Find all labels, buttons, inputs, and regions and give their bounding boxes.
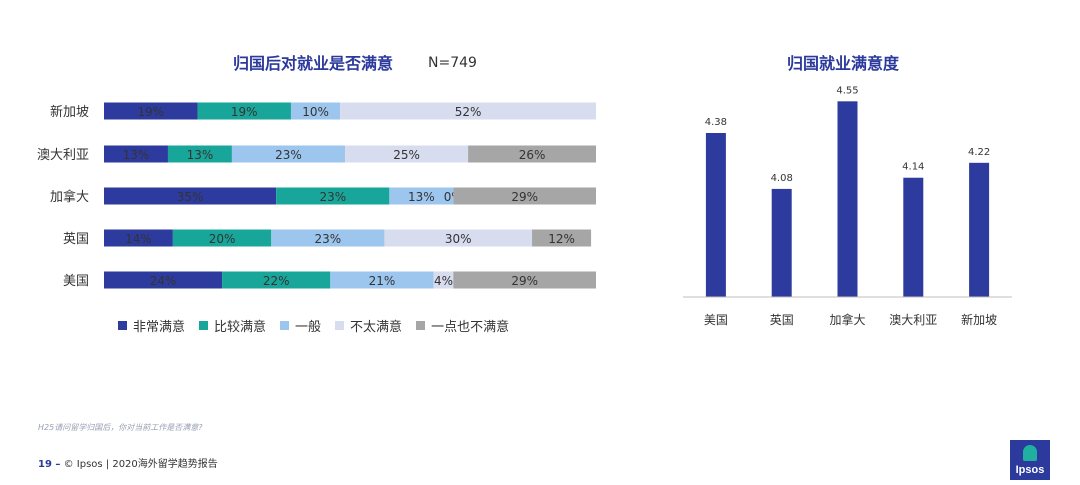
category-label: 澳大利亚	[37, 147, 89, 163]
category-label: 加拿大	[50, 189, 89, 205]
bar-segment-label: 24%	[150, 274, 177, 288]
legend-label: 一点也不满意	[431, 320, 510, 335]
bar-segment-label: 29%	[511, 274, 538, 288]
bar	[903, 177, 924, 297]
bar-segment-label: 23%	[315, 232, 342, 246]
category-label: 美国	[704, 313, 728, 327]
category-label: 澳大利亚	[889, 313, 937, 327]
bar-value-label: 4.14	[902, 162, 924, 173]
bar-segment-label: 12%	[548, 232, 575, 246]
bar-segment-label: 22%	[263, 274, 290, 288]
bar-segment	[345, 145, 469, 163]
legend-swatch	[416, 321, 426, 330]
bar-segment-label: 25%	[393, 148, 420, 162]
bar-segment	[340, 102, 596, 120]
bar-segment	[104, 102, 198, 120]
bar-segment-label: 23%	[275, 148, 302, 162]
bar-segment-label: 35%	[177, 190, 204, 204]
category-label: 英国	[770, 313, 794, 327]
legend-item: 一点也不满意	[416, 316, 509, 335]
left-chart-title: 归国后对就业是否满意	[233, 54, 394, 73]
bar-segment-label: 52%	[455, 105, 482, 119]
legend-label: 不太满意	[350, 320, 403, 335]
bar-segment	[231, 145, 346, 163]
legend-swatch	[118, 321, 127, 330]
bar-segment	[104, 229, 173, 247]
bar-segment-label: 4%	[434, 274, 453, 288]
bar-segment	[172, 229, 272, 247]
legend-item: 不太满意	[335, 316, 402, 335]
bar-segment	[433, 271, 454, 289]
survey-question-note: H25请问留学归国后，你对当前工作是否满意?	[38, 423, 203, 432]
bar-segment	[532, 229, 592, 247]
bar-segment	[104, 187, 277, 205]
bar-segment	[330, 271, 434, 289]
category-label: 英国	[63, 232, 89, 247]
bar-segment-label: 19%	[231, 105, 258, 119]
bar-segment	[167, 145, 232, 163]
bar-segment	[222, 271, 331, 289]
bar-value-label: 4.22	[968, 147, 990, 158]
bar-segment	[276, 187, 390, 205]
legend-item: 一般	[280, 316, 321, 335]
bar-segment-label: 13%	[408, 190, 435, 204]
legend-swatch	[199, 321, 209, 330]
footer: 19 – © Ipsos | 2020海外留学趋势报告	[38, 455, 218, 470]
bar-segment-label: 19%	[137, 105, 164, 119]
bar	[771, 188, 792, 297]
legend-swatch	[335, 321, 345, 330]
category-label: 新加坡	[50, 104, 89, 120]
bar	[969, 162, 990, 297]
legend-label: 比较满意	[214, 320, 267, 335]
bar-value-label: 4.08	[771, 173, 793, 184]
bar-segment-label: 20%	[209, 232, 236, 246]
bar-segment	[271, 229, 385, 247]
bar-value-label: 4.38	[705, 117, 727, 128]
right-chart-title: 归国就业满意度	[787, 54, 900, 73]
bar-segment-label: 29%	[511, 190, 538, 204]
bar-segment	[384, 229, 533, 247]
bar-segment-label: 21%	[369, 274, 396, 288]
footer-text: © Ipsos | 2020海外留学趋势报告	[63, 459, 218, 470]
bar-segment-label: 13%	[187, 148, 214, 162]
bar	[837, 101, 858, 298]
bar	[705, 133, 726, 297]
bar-segment-label: 23%	[319, 190, 346, 204]
logo-mark-icon	[1023, 445, 1037, 461]
legend-label: 非常满意	[133, 320, 186, 335]
bar-segment	[197, 102, 291, 120]
bar-segment	[290, 102, 341, 120]
legend-swatch	[280, 321, 290, 330]
chart-legend: 非常满意 比较满意 一般 不太满意 一点也不满意	[118, 316, 509, 335]
legend-item: 比较满意	[199, 316, 266, 335]
legend-item: 非常满意	[118, 316, 185, 335]
bar-segment-label: 30%	[445, 232, 472, 246]
sample-size-label: N=749	[428, 55, 477, 71]
logo-text: Ipsos	[1015, 464, 1045, 476]
bar-segment-label: 10%	[302, 105, 329, 119]
bar-segment	[468, 145, 596, 163]
ipsos-logo: Ipsos	[1010, 440, 1050, 480]
bar-segment	[389, 187, 454, 205]
bar-segment	[453, 271, 596, 289]
bar-segment	[453, 187, 596, 205]
category-label: 加拿大	[829, 312, 865, 327]
legend-label: 一般	[295, 320, 322, 335]
bar-segment	[104, 271, 223, 289]
bar-value-label: 4.55	[836, 85, 858, 96]
bar-segment-label: 14%	[125, 232, 152, 246]
bar-segment-label: 26%	[519, 148, 546, 162]
bar-segment-label: 13%	[123, 148, 150, 162]
page-number: 19 –	[38, 459, 61, 470]
category-label: 美国	[63, 274, 89, 289]
category-label: 新加坡	[961, 312, 997, 327]
bar-segment	[104, 145, 168, 163]
